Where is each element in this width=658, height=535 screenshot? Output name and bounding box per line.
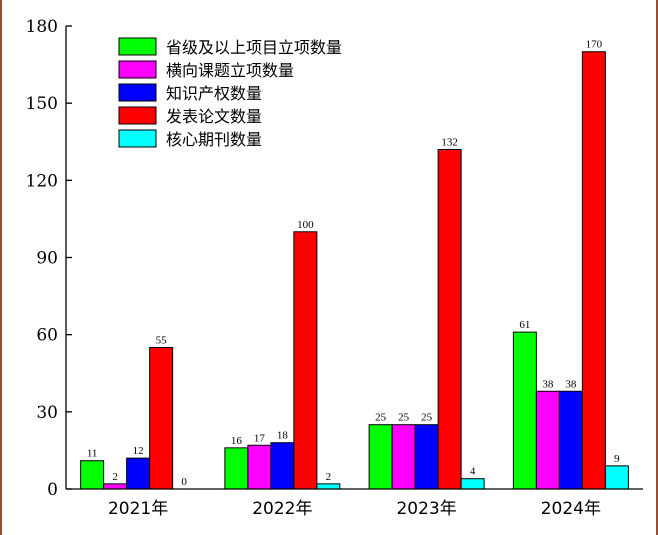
x-tick-label: 2021年 [108,499,168,519]
bar [437,148,462,490]
bar-value-label: 25 [398,412,410,424]
bar [293,231,318,490]
legend-swatch [118,60,157,79]
legend-swatch [118,129,157,148]
bar-value-label: 4 [470,466,476,478]
bar [581,51,606,490]
bar [316,483,341,490]
bar-value-label: 17 [254,432,266,444]
bar-value-label: 170 [586,39,603,51]
x-ticks: 2021年 2022年 2023年 2024年 [108,499,601,519]
bar-value-label: 16 [231,435,243,447]
bar [247,444,272,490]
bar-value-label: 11 [87,448,98,460]
y-tick-label: 150 [26,94,58,114]
y-tick-label: 30 [36,403,58,423]
bar [604,465,629,490]
bar-value-label: 18 [277,430,289,442]
bar-value-label: 25 [421,412,433,424]
y-tick-label: 120 [26,171,58,191]
bar-value-label: 100 [297,219,314,231]
bar [80,460,105,490]
bar-value-label: 0 [181,476,187,488]
bar [460,478,485,490]
bar-value-label: 38 [542,378,554,390]
y-ticks: 0 30 60 90 120 150 180 [26,17,72,500]
bar-value-label: 55 [156,335,168,347]
bar-value-label: 132 [441,136,458,148]
legend-swatch [118,37,157,56]
bar-value-label: 2 [112,471,118,483]
bar [535,390,560,490]
bar [126,457,151,490]
bar [368,424,393,490]
y-tick-label: 60 [36,326,58,346]
bar-value-label: 12 [133,445,144,457]
bar-value-label: 9 [614,453,620,465]
legend-label: 省级及以上项目立项数量 [166,38,342,57]
bar [414,424,439,490]
bar [391,424,416,490]
x-tick-label: 2022年 [252,499,312,519]
legend-label: 横向课题立项数量 [166,61,294,80]
bar [270,442,295,490]
bar [224,447,249,490]
bar [512,331,537,490]
bar-value-label: 38 [565,378,577,390]
bar [558,390,583,490]
legend-swatch [118,106,157,125]
y-tick-label: 180 [26,17,58,37]
bar-value-label: 2 [326,471,332,483]
bar [103,483,128,490]
value-labels-layer: 11 2 12 55 0 16 17 18 100 2 25 25 25 132 4 61 38 38 170 9 [87,39,620,488]
bar [149,347,174,490]
legend-swatch [118,83,157,102]
x-tick-label: 2023年 [396,499,456,519]
bar-value-label: 61 [519,319,530,331]
y-tick-label: 90 [36,249,58,269]
y-tick-label: 0 [47,480,58,500]
legend-label: 核心期刊数量 [166,130,262,149]
bars-layer [80,51,629,490]
legend-label: 发表论文数量 [166,107,262,126]
x-tick-label: 2024年 [541,499,601,519]
bar-value-label: 25 [375,412,387,424]
legend-label: 知识产权数量 [166,84,262,103]
